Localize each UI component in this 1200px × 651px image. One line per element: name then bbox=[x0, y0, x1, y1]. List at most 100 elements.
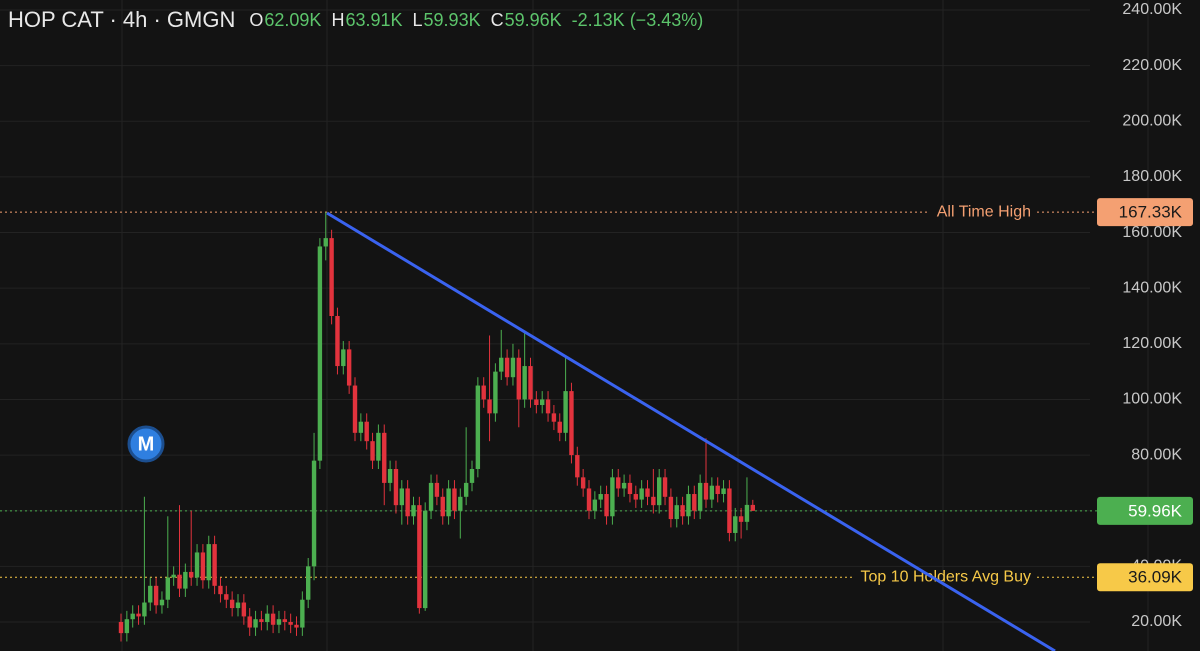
candle-body bbox=[686, 494, 691, 517]
marker-label: M bbox=[138, 433, 155, 455]
y-tick-label: 200.00K bbox=[1122, 113, 1182, 130]
candle-body bbox=[674, 505, 679, 520]
ohlc-key: C bbox=[491, 10, 504, 30]
candle-body bbox=[376, 432, 381, 461]
candle-body bbox=[733, 516, 738, 533]
candle-body bbox=[440, 496, 445, 517]
candle-body bbox=[551, 413, 557, 422]
candle-body bbox=[592, 499, 598, 511]
candle-body bbox=[651, 496, 656, 506]
candle-body bbox=[393, 468, 399, 506]
candle-body bbox=[428, 482, 434, 511]
candle-body bbox=[153, 585, 159, 606]
symbol: HOP CAT · 4h · GMGN bbox=[8, 7, 235, 32]
change: -2.13K (−3.43%) bbox=[572, 10, 704, 30]
candle-body bbox=[575, 455, 580, 478]
candle-body bbox=[738, 516, 744, 522]
candle-body bbox=[616, 477, 621, 489]
ohlc-key: O bbox=[249, 10, 263, 30]
price-box bbox=[1097, 496, 1193, 525]
candle-body bbox=[423, 510, 428, 609]
price-box-label: 59.96K bbox=[1128, 501, 1183, 520]
candle-body bbox=[516, 357, 521, 400]
candle-body bbox=[744, 504, 750, 522]
candle-body bbox=[323, 238, 328, 247]
candle-body bbox=[598, 494, 603, 500]
y-tick-label: 240.00K bbox=[1122, 1, 1182, 18]
ohlc-value: 63.91K bbox=[345, 10, 402, 30]
candle-body bbox=[668, 496, 674, 520]
ohlc-value: 62.09K bbox=[264, 10, 321, 30]
candle-body bbox=[265, 613, 270, 622]
marker-circle bbox=[127, 425, 165, 463]
candle-body bbox=[224, 594, 229, 600]
price-line-name: All Time High bbox=[937, 203, 1031, 220]
vertical-grid bbox=[121, 0, 1149, 651]
candle-body bbox=[159, 599, 165, 606]
candle-body bbox=[715, 485, 720, 495]
candle-body bbox=[189, 571, 194, 578]
candle-body bbox=[627, 482, 633, 495]
y-tick-label: 220.00K bbox=[1122, 57, 1182, 74]
candle-body bbox=[633, 494, 638, 500]
candle-body bbox=[469, 468, 475, 483]
candle-body bbox=[721, 488, 726, 495]
candle-body bbox=[621, 482, 627, 489]
candle-body bbox=[358, 421, 364, 433]
candle-body bbox=[499, 357, 504, 372]
y-tick-label: 180.00K bbox=[1122, 168, 1182, 185]
candle-body bbox=[458, 496, 463, 511]
candle-body bbox=[194, 552, 200, 578]
candle-body bbox=[452, 488, 457, 511]
candle-body bbox=[692, 494, 697, 511]
candle-body bbox=[540, 399, 545, 406]
candle-body bbox=[387, 468, 393, 483]
y-tick-label: 20.00K bbox=[1131, 613, 1182, 630]
candle-body bbox=[657, 477, 662, 506]
candle-body bbox=[218, 585, 223, 595]
candle-body bbox=[335, 316, 340, 367]
candle-body bbox=[142, 602, 147, 617]
candle-body bbox=[270, 613, 276, 625]
y-tick-label: 80.00K bbox=[1131, 446, 1182, 463]
candle-body bbox=[750, 504, 755, 511]
candle-body bbox=[200, 552, 206, 581]
candle-body bbox=[282, 619, 287, 622]
y-tick-label: 120.00K bbox=[1122, 335, 1182, 352]
candle-body bbox=[183, 571, 188, 589]
candle-body bbox=[580, 477, 586, 489]
candle-body bbox=[253, 619, 258, 628]
candle-body bbox=[545, 399, 551, 414]
candle-body bbox=[639, 488, 644, 500]
y-tick-label: 160.00K bbox=[1122, 224, 1182, 241]
candle-body bbox=[136, 613, 141, 617]
candle-body bbox=[563, 391, 568, 433]
candle-body bbox=[300, 599, 305, 628]
candle-body bbox=[288, 621, 293, 625]
candle-body bbox=[311, 460, 317, 567]
candle-body bbox=[130, 613, 135, 620]
candle-body bbox=[352, 385, 358, 433]
marker: M bbox=[127, 425, 165, 463]
candle-body bbox=[446, 488, 451, 517]
candle-body bbox=[241, 602, 247, 617]
candle-body bbox=[510, 357, 516, 378]
candle-body bbox=[364, 421, 369, 442]
candle-body bbox=[206, 544, 211, 581]
candle-body bbox=[481, 385, 486, 400]
candle-body bbox=[370, 441, 375, 461]
candle-body bbox=[645, 488, 650, 497]
candle-body bbox=[148, 585, 153, 603]
candle-body bbox=[346, 349, 352, 386]
y-tick-label: 100.00K bbox=[1122, 391, 1182, 408]
ohlc-value: 59.93K bbox=[424, 10, 481, 30]
candle-body bbox=[212, 544, 217, 586]
candle-body bbox=[680, 505, 685, 517]
candle-body bbox=[493, 371, 498, 414]
candle-body bbox=[709, 485, 715, 500]
candle-body bbox=[411, 505, 416, 517]
candle-body bbox=[259, 619, 264, 622]
ohlc-key: L bbox=[413, 10, 423, 30]
